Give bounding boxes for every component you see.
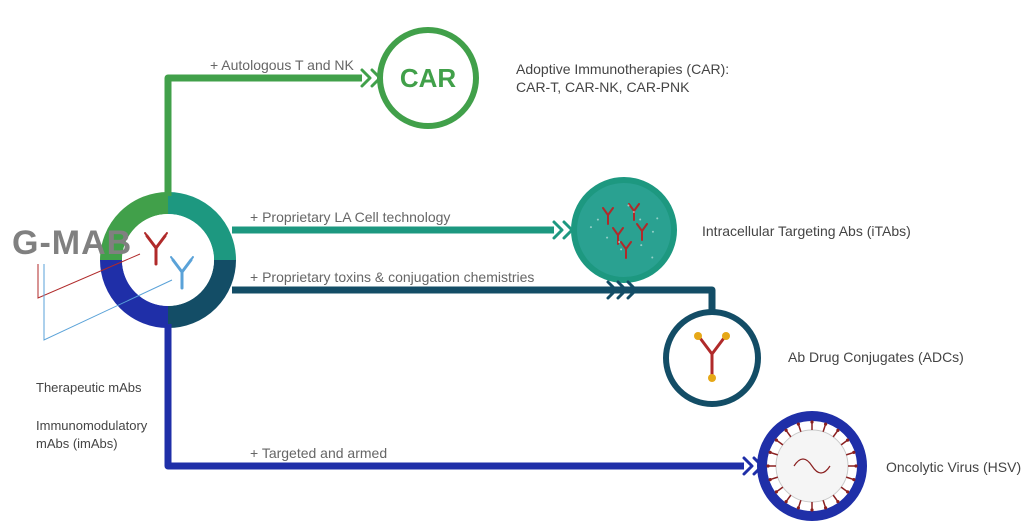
branch-car-path [168, 78, 362, 196]
car-text: CAR [400, 63, 457, 93]
branch-car-desc2: CAR-T, CAR-NK, CAR-PNK [516, 79, 690, 95]
hub-inner [122, 214, 214, 306]
branch-itab-label: + Proprietary LA Cell technology [250, 209, 450, 225]
branch-adc-label: + Proprietary toxins & conjugation chemi… [250, 269, 534, 285]
hub-title: G-MAB [12, 224, 132, 262]
legend-2b: mAbs (imAbs) [36, 436, 118, 451]
branch-itab-node [574, 180, 674, 280]
branch-adc-path [232, 290, 712, 358]
legend-1: Therapeutic mAbs [36, 380, 142, 395]
branch-hsv-label: + Targeted and armed [250, 445, 387, 461]
branch-adc-desc1: Ab Drug Conjugates (ADCs) [788, 349, 964, 365]
branch-car-desc1: Adoptive Immunotherapies (CAR): [516, 61, 729, 77]
branch-car-label: + Autologous T and NK [210, 57, 355, 73]
branch-itab-desc1: Intracellular Targeting Abs (iTAbs) [702, 223, 911, 239]
branch-hsv-desc1: Oncolytic Virus (HSV) [886, 459, 1021, 475]
legend-2a: Immunomodulatory [36, 418, 148, 433]
